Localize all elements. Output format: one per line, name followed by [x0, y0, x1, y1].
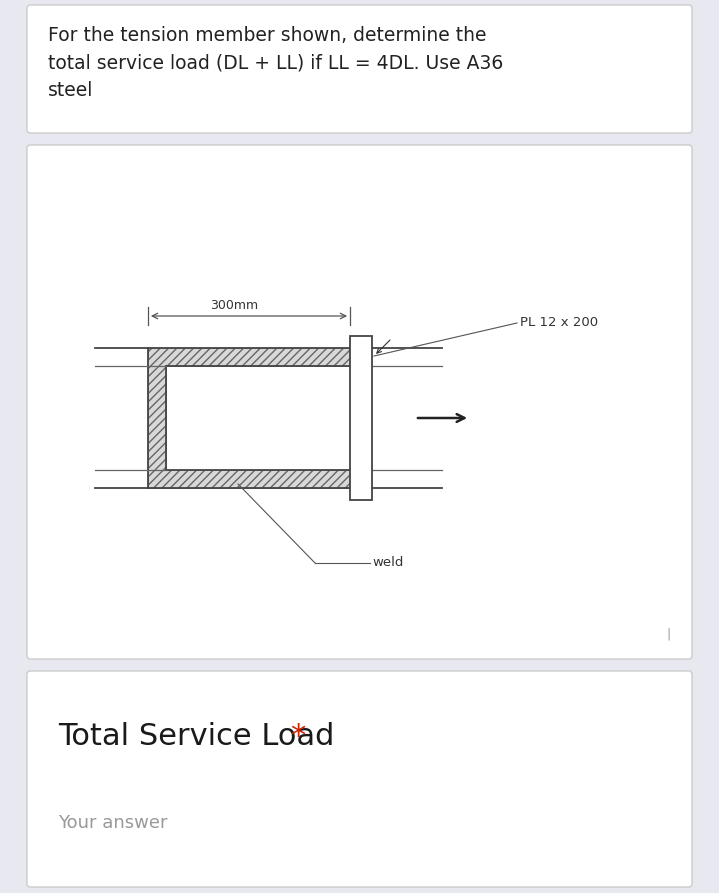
Text: weld: weld	[372, 556, 403, 570]
Bar	[148, 366, 166, 470]
Text: Total Service Load: Total Service Load	[58, 722, 344, 751]
Bar	[148, 348, 350, 488]
FancyBboxPatch shape	[27, 145, 692, 659]
FancyBboxPatch shape	[27, 671, 692, 887]
Bar	[148, 470, 350, 488]
Text: |: |	[667, 628, 671, 640]
Bar	[350, 336, 372, 500]
Text: Your answer: Your answer	[58, 814, 168, 832]
Text: For the tension member shown, determine the
total service load (DL + LL) if LL =: For the tension member shown, determine …	[48, 26, 503, 99]
Text: 300mm: 300mm	[210, 299, 258, 312]
FancyBboxPatch shape	[27, 5, 692, 133]
Text: PL 12 x 200: PL 12 x 200	[520, 316, 598, 330]
Bar	[148, 348, 350, 366]
Text: *: *	[290, 722, 306, 751]
